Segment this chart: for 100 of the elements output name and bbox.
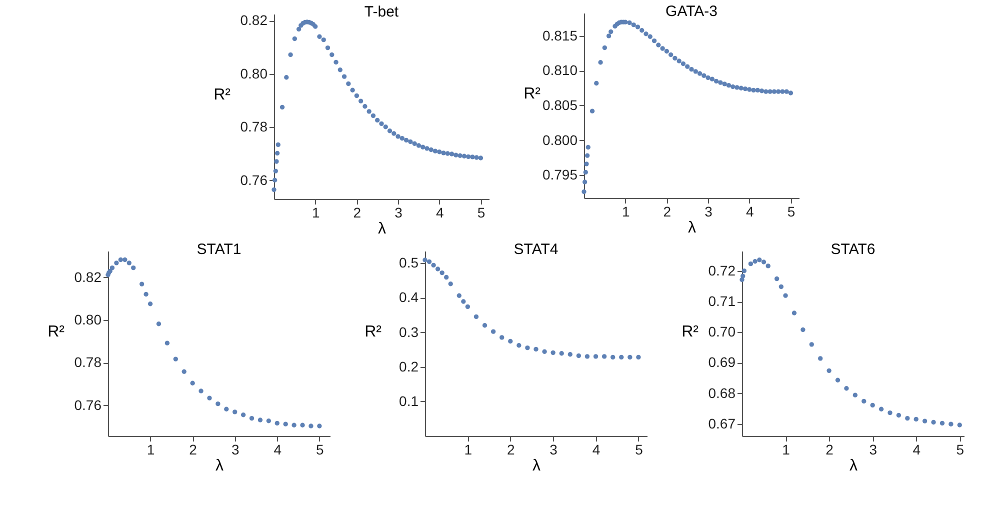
point	[602, 354, 607, 359]
point	[730, 84, 735, 90]
point	[534, 346, 538, 352]
point	[378, 121, 384, 126]
y-tick-label: 0.69	[708, 354, 736, 370]
point	[474, 155, 478, 160]
point	[274, 150, 280, 156]
point	[643, 32, 648, 36]
point	[896, 412, 902, 418]
point	[559, 351, 564, 356]
point	[542, 349, 547, 354]
point	[818, 356, 823, 361]
point	[948, 422, 954, 426]
point	[474, 314, 479, 320]
point	[448, 282, 453, 286]
point	[598, 60, 602, 65]
x-tick-label: 3	[231, 442, 240, 458]
x-tick-label: 4	[435, 204, 444, 220]
point	[395, 134, 400, 139]
y-tick-label: 0.4	[399, 289, 419, 306]
point	[424, 146, 429, 151]
x-axis-title: λ	[378, 220, 386, 238]
y-tick-label: 0.76	[240, 172, 268, 188]
point	[482, 323, 488, 328]
point	[738, 86, 743, 90]
point	[780, 89, 784, 94]
point	[249, 416, 254, 421]
point	[800, 327, 806, 332]
y-tick-label: 0.805	[542, 97, 578, 113]
y-tick-label: 0.810	[542, 62, 578, 78]
point	[844, 386, 849, 391]
point	[568, 352, 572, 357]
x-tick-label: 3	[869, 442, 878, 458]
point	[300, 422, 305, 428]
point	[752, 259, 758, 264]
point	[139, 282, 144, 286]
point	[122, 257, 128, 262]
point	[636, 354, 641, 360]
y-tick-label: 0.2	[399, 358, 419, 374]
x-axis-title: λ	[688, 220, 696, 236]
point	[296, 26, 301, 32]
x-tick-label: 1	[311, 204, 320, 220]
y-tick-label: 0.80	[240, 65, 268, 82]
point	[783, 293, 788, 298]
y-tick-label: 0.67	[708, 415, 736, 432]
x-tick-label: 1	[146, 442, 155, 458]
point	[216, 401, 220, 406]
point	[835, 378, 840, 382]
x-tick-label: 5	[956, 442, 964, 458]
point	[581, 189, 586, 194]
point	[525, 345, 530, 350]
point	[274, 420, 280, 426]
x-tick-label: 2	[352, 204, 361, 220]
point	[391, 131, 396, 136]
point	[444, 274, 449, 280]
chart-title: STAT6	[830, 241, 876, 258]
point	[718, 80, 722, 85]
y-tick-label: 0.3	[399, 324, 419, 340]
point	[490, 329, 496, 334]
point	[320, 37, 326, 42]
point	[232, 410, 238, 414]
point	[664, 48, 669, 54]
point	[516, 343, 522, 348]
point	[957, 422, 962, 428]
point	[680, 61, 686, 66]
point	[713, 78, 718, 84]
point	[672, 56, 677, 61]
point	[594, 80, 598, 86]
point	[428, 147, 433, 152]
x-tick-label: 2	[826, 442, 834, 458]
y-tick-label: 0.78	[74, 354, 102, 370]
point	[110, 265, 115, 270]
y-axis-title: R²	[213, 86, 231, 104]
point	[914, 416, 918, 422]
point	[382, 124, 388, 130]
point	[705, 75, 710, 80]
point	[630, 22, 636, 28]
point	[288, 52, 292, 58]
point	[922, 418, 928, 424]
point	[788, 90, 793, 96]
point	[422, 258, 428, 262]
point	[740, 274, 746, 278]
point	[660, 46, 664, 51]
point	[366, 109, 371, 114]
point	[148, 302, 153, 306]
point	[182, 369, 186, 374]
point	[870, 402, 875, 408]
y-tick-label: 0.815	[542, 27, 578, 44]
point	[748, 261, 754, 266]
point	[550, 350, 556, 356]
point	[761, 260, 766, 264]
x-axis-title: λ	[216, 458, 224, 474]
point	[292, 422, 296, 428]
y-axis-title: R²	[48, 324, 66, 340]
x-tick-label: 5	[316, 442, 324, 458]
y-tick-label: 0.78	[240, 118, 268, 135]
point	[279, 104, 284, 110]
point	[274, 159, 278, 164]
point	[272, 178, 277, 182]
x-axis-title: λ	[532, 458, 540, 474]
